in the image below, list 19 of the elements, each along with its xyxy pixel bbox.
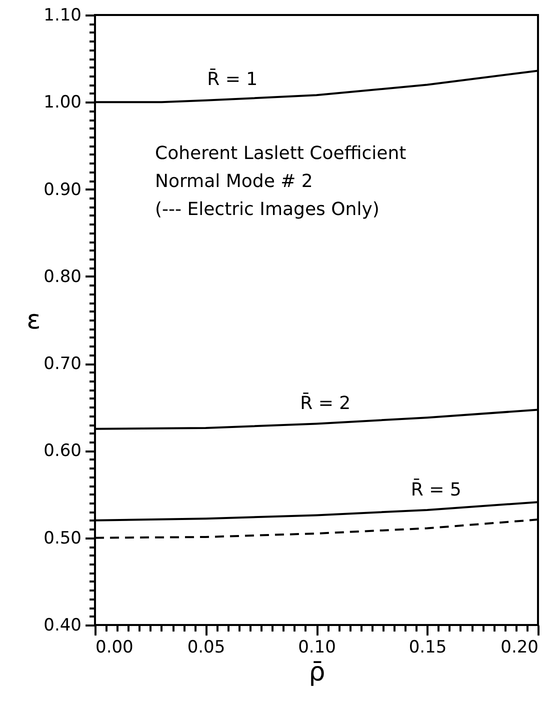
y-tick-label: 1.10 [44, 6, 82, 26]
y-tick-label: 0.40 [44, 616, 82, 636]
x-tick-label: 0.15 [408, 638, 447, 658]
y-tick-label: 0.60 [44, 441, 82, 462]
series-label: R̄ = 2 [300, 392, 351, 414]
y-tick-label: 0.80 [44, 266, 82, 287]
x-tick-label: 0.00 [96, 638, 134, 658]
x-tick-label: 0.05 [187, 638, 226, 658]
x-tick-label: 0.10 [298, 638, 336, 658]
y-tick-label: 1.00 [44, 92, 82, 113]
y-tick-label: 0.70 [44, 354, 82, 374]
y-tick-label: 0.90 [44, 180, 82, 200]
series-label: R̄ = 5 [410, 478, 462, 500]
x-tick-label: 0.20 [500, 638, 538, 658]
series-label: R̄ = 1 [207, 68, 258, 90]
x-axis-title: ρ̄ [308, 658, 326, 688]
y-axis-title: ε [26, 306, 41, 336]
y-tick-label: 0.50 [44, 528, 82, 548]
annotation: Coherent Laslett Coefficient Normal Mode # 2 (--- Electric Images Only) [155, 143, 406, 220]
